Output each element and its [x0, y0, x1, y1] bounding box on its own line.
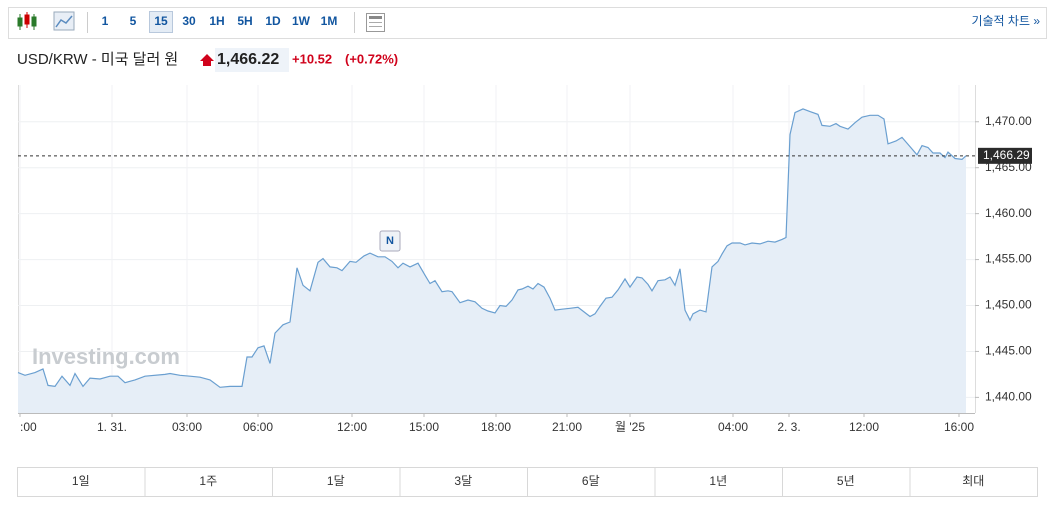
interval-group: 1 5 15 30 1H 5H 1D 1W 1M	[102, 11, 338, 33]
range-label[interactable]: 최대	[962, 474, 984, 488]
x-tick-label: 12:00	[849, 420, 879, 434]
interval-button[interactable]: 5H	[237, 14, 252, 28]
range-label[interactable]: 1년	[709, 474, 727, 488]
table-icon[interactable]	[366, 13, 385, 32]
price-highlight	[215, 48, 289, 72]
interval-button[interactable]: 5	[130, 14, 137, 28]
range-label[interactable]: 5년	[837, 474, 855, 488]
x-tick-label: 03:00	[172, 420, 202, 434]
x-tick-label: :00	[20, 420, 37, 434]
y-tick-label: 1,455.00	[985, 252, 1032, 266]
y-tick-label: 1,450.00	[985, 298, 1032, 312]
interval-button[interactable]: 15	[154, 14, 168, 28]
last-price-label: 1,466.29	[983, 148, 1030, 162]
interval-selected	[149, 11, 173, 33]
x-tick-label: 1. 31.	[97, 420, 127, 434]
candle-icon[interactable]	[17, 12, 37, 30]
price: 1,466.22	[217, 51, 279, 68]
range-button[interactable]	[272, 467, 401, 497]
range-label[interactable]: 1달	[327, 474, 345, 488]
range-button[interactable]	[527, 467, 656, 497]
last-price-box	[978, 147, 1032, 164]
toolbar	[8, 7, 1047, 39]
watermark: Investing.com	[32, 344, 180, 369]
x-tick-label: 06:00	[243, 420, 273, 434]
x-tick-label: 12:00	[337, 420, 367, 434]
technical-chart-link[interactable]: 기술적 차트 »	[971, 14, 1040, 28]
news-marker-label: N	[386, 235, 394, 247]
range-button[interactable]	[654, 467, 783, 497]
range-label[interactable]: 1일	[72, 474, 90, 488]
y-tick-label: 1,445.00	[985, 344, 1032, 358]
x-tick-label: 16:00	[944, 420, 974, 434]
interval-button[interactable]: 30	[182, 14, 196, 28]
symbol: USD/KRW - 미국 달러 원	[17, 51, 178, 68]
y-tick-label: 1,460.00	[985, 206, 1032, 220]
news-marker[interactable]: N	[379, 230, 401, 252]
x-tick-label: 15:00	[409, 420, 439, 434]
change-percent: (+0.72%)	[345, 51, 398, 66]
range-button[interactable]	[909, 467, 1038, 497]
x-tick-label: 2. 3.	[777, 420, 800, 434]
y-tick-label: 1,470.00	[985, 114, 1032, 128]
change: +10.52	[292, 51, 332, 66]
y-tick-label: 1,440.00	[985, 390, 1032, 404]
interval-button[interactable]: 1M	[321, 14, 338, 28]
interval-button[interactable]: 1W	[292, 14, 311, 28]
interval-button[interactable]: 1	[102, 14, 109, 28]
area-icon[interactable]	[53, 11, 75, 31]
range-group: 1일 1주 1달 3달 6달 1년 5년 최대	[17, 467, 1038, 497]
line	[17, 108, 967, 388]
range-label[interactable]: 6달	[582, 474, 600, 488]
x-tick-label: 월 '25	[615, 420, 645, 434]
up-arrow	[200, 54, 214, 66]
x-tick-label: 04:00	[718, 420, 748, 434]
range-label[interactable]: 1주	[199, 474, 217, 488]
x-tick-label: 21:00	[552, 420, 582, 434]
plot	[17, 108, 967, 414]
range-button[interactable]	[782, 467, 911, 497]
area	[18, 108, 966, 414]
x-tick-label: 18:00	[481, 420, 511, 434]
range-label[interactable]: 3달	[454, 474, 472, 488]
range-button[interactable]	[399, 467, 528, 497]
interval-button[interactable]: 1D	[265, 14, 281, 28]
interval-button[interactable]: 1H	[209, 14, 224, 28]
